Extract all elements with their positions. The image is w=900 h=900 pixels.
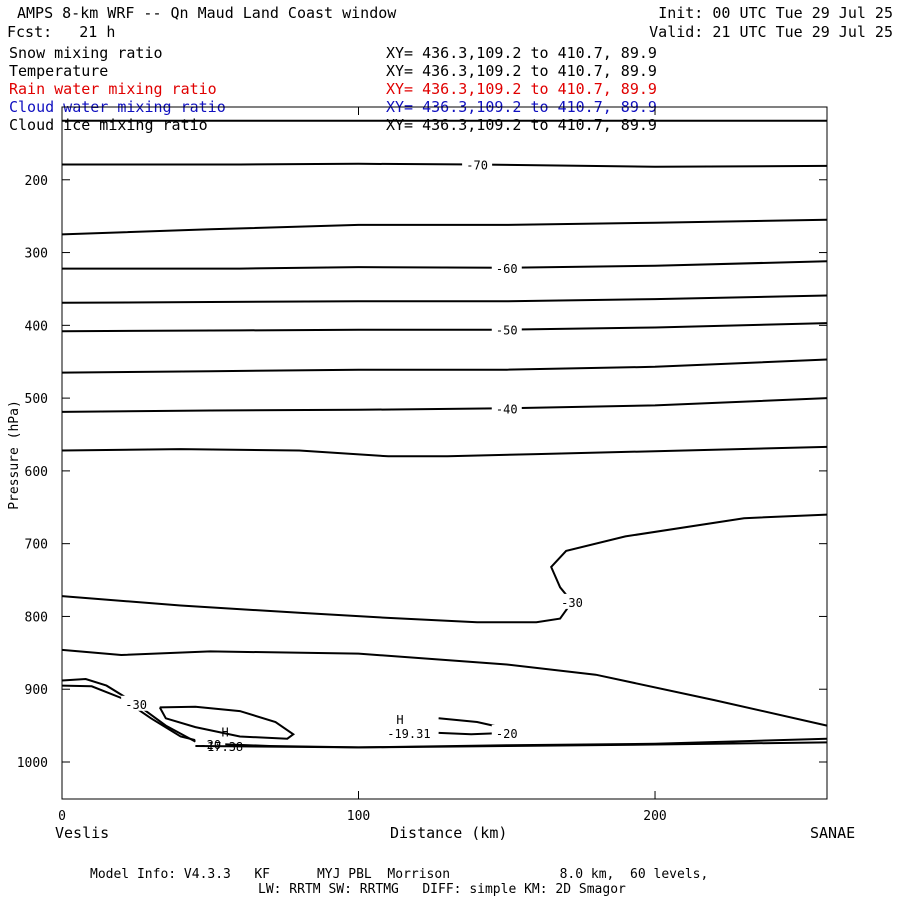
x-tick-label: 100 — [347, 809, 370, 824]
contour-label-bg — [121, 695, 152, 711]
legend-label-rain: Rain water mixing ratio — [9, 80, 217, 98]
contour-label: -20 — [199, 738, 221, 752]
x-axis: 0 100 200 — [58, 107, 667, 824]
contour-label: -60 — [496, 262, 518, 276]
contour-line — [61, 684, 828, 749]
y-tick-label: 400 — [25, 319, 48, 334]
init-time: Init: 00 UTC Tue 29 Jul 25 — [658, 4, 893, 22]
x-tick-label: 0 — [58, 809, 66, 824]
contour-label: -70 — [466, 158, 488, 172]
y-axis-label: Pressure (hPa) — [7, 400, 22, 510]
legend-label-snow: Snow mixing ratio — [9, 44, 163, 62]
y-axis: 200 300 400 500 600 700 800 900 1000 — [17, 106, 827, 771]
chart-title: AMPS 8-km WRF -- Qn Maud Land Coast wind… — [17, 4, 397, 22]
extremum-annotation: H — [396, 713, 403, 727]
y-tick-label: 200 — [25, 174, 48, 189]
contour-lines: -70 -60 -50 -40 -30 -20 -30 -20 — [61, 119, 828, 752]
contour-line — [61, 218, 828, 236]
y-tick-label: 600 — [25, 465, 48, 480]
contour-line — [195, 741, 828, 749]
contour-label-bg — [491, 400, 522, 416]
contour-line — [61, 322, 828, 333]
right-station: SANAE — [810, 824, 856, 842]
extremum-annotation: 17.38 — [207, 740, 243, 754]
contour-label-bg — [491, 259, 522, 275]
contour-label-bg — [462, 156, 493, 172]
contour-label: -30 — [125, 698, 147, 712]
x-tick-label: 200 — [643, 809, 666, 824]
y-tick-label: 800 — [25, 610, 48, 625]
model-info: Model Info: V4.3.3 KF MYJ PBL Morrison 8… — [90, 867, 709, 882]
legend-label-temperature: Temperature — [9, 62, 109, 80]
contour-label: -20 — [496, 727, 518, 741]
legend-xy-snow: XY= 436.3,109.2 to 410.7, 89.9 — [386, 44, 657, 62]
contour-line — [61, 397, 828, 413]
contour-label-bg — [491, 724, 522, 740]
contour-line — [61, 445, 828, 458]
contour-line — [62, 162, 828, 168]
contour-label: -40 — [496, 402, 518, 416]
contour-line — [61, 294, 828, 304]
contour-label-bg — [557, 593, 587, 609]
extremum-annotation: -19.31 — [387, 727, 430, 741]
forecast-hour: Fcst: 21 h — [7, 23, 116, 41]
contour-line — [62, 260, 828, 270]
plot-frame — [61, 106, 828, 800]
contour-line — [61, 513, 828, 624]
y-tick-label: 1000 — [17, 756, 48, 771]
left-station: Veslis — [55, 824, 110, 842]
extremum-annotation: H — [221, 725, 228, 739]
valid-time: Valid: 21 UTC Tue 29 Jul 25 — [649, 23, 893, 41]
model-info-2: LW: RRTM SW: RRTMG DIFF: simple KM: 2D S… — [258, 882, 626, 897]
contour-label: -30 — [561, 596, 583, 610]
legend-xy-rain: XY= 436.3,109.2 to 410.7, 89.9 — [386, 80, 657, 98]
y-tick-label: 900 — [25, 683, 48, 698]
y-tick-label: 700 — [25, 538, 48, 553]
legend-xy-temperature: XY= 436.3,109.2 to 410.7, 89.9 — [386, 62, 657, 80]
contour-line — [61, 648, 828, 727]
annotations: H17.38H-19.31 — [207, 713, 431, 754]
y-tick-label: 500 — [25, 392, 48, 407]
contour-line — [158, 705, 296, 740]
contour-label-bg — [491, 321, 522, 337]
y-tick-label: 300 — [25, 247, 48, 262]
contour-label: -50 — [496, 324, 518, 338]
contour-line — [61, 677, 196, 743]
contour-line — [61, 358, 828, 374]
x-axis-label: Distance (km) — [390, 824, 508, 842]
